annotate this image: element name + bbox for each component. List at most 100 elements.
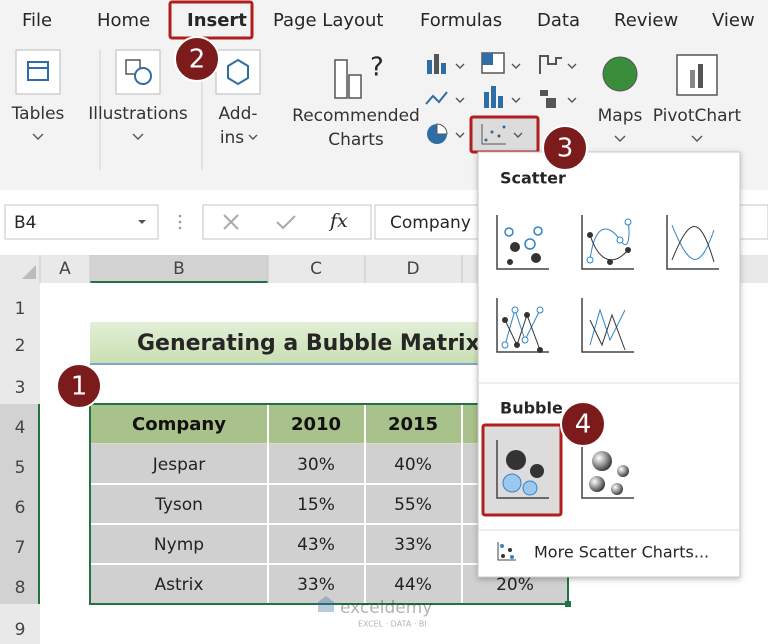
cell[interactable]: 33% — [297, 575, 335, 595]
maps-button[interactable]: Maps — [598, 56, 643, 142]
chart-type-buttons-part — [539, 55, 562, 74]
addins-button[interactable]: Add- ins — [215, 49, 261, 148]
chart-type-buttons-part — [427, 60, 432, 74]
cell[interactable]: 43% — [297, 535, 335, 555]
bubble-3d-option-part — [617, 465, 629, 477]
cell[interactable]: 40% — [394, 455, 432, 475]
cell[interactable]: 55% — [394, 495, 432, 515]
tab[interactable]: View — [712, 10, 755, 31]
row-header[interactable]: 4 — [15, 418, 26, 438]
tab[interactable]: Page Layout — [273, 10, 384, 31]
row-header[interactable]: 1 — [15, 299, 26, 319]
step-badge: 3 — [542, 125, 588, 171]
scatter-option-part — [616, 236, 624, 244]
tab[interactable]: Review — [614, 10, 678, 31]
row-header[interactable]: 2 — [15, 336, 26, 356]
cell[interactable]: Astrix — [155, 575, 204, 595]
recommended-charts-button-part — [348, 74, 362, 99]
scatter-option-part — [504, 227, 514, 237]
chart-type-buttons-part — [511, 97, 521, 103]
tables-button[interactable]: Tables — [11, 49, 65, 140]
formula-text: Company — [390, 213, 471, 233]
scatter-option-part — [504, 313, 541, 351]
more-scatter-link[interactable]: More Scatter Charts... — [497, 542, 709, 562]
cell[interactable]: Tyson — [154, 495, 203, 515]
chart-type-buttons-part — [567, 63, 577, 69]
scatter-option[interactable] — [504, 226, 543, 265]
cell[interactable]: 15% — [297, 495, 335, 515]
step-badge: 2 — [174, 36, 220, 82]
step-badge-part — [174, 36, 220, 82]
bubble-option-part — [496, 440, 549, 499]
cell[interactable]: 30% — [297, 455, 335, 475]
formula-buttons: fx — [178, 204, 372, 240]
cell[interactable]: 20% — [496, 575, 534, 595]
column-header[interactable]: D — [406, 259, 419, 279]
scatter-option-part — [536, 306, 544, 314]
tabs: File Home Insert Page Layout Formulas Da… — [22, 0, 755, 40]
formula-buttons-part — [178, 226, 182, 230]
fx-label[interactable]: fx — [328, 210, 348, 232]
chart-dropdown: Scatter Bubble — [477, 151, 741, 578]
chart-type-buttons[interactable] — [425, 52, 577, 154]
row-header[interactable]: 6 — [15, 498, 26, 518]
ribbon-label: ins — [220, 128, 244, 148]
scatter-option-part — [502, 317, 508, 323]
scatter-option[interactable] — [589, 308, 626, 351]
row-header[interactable]: 9 — [15, 620, 26, 640]
tab[interactable]: File — [22, 10, 52, 31]
chart-type-buttons-part — [481, 124, 506, 145]
title-cell[interactable] — [90, 322, 510, 364]
bubble-option[interactable] — [481, 423, 563, 517]
name-box[interactable]: B4 — [4, 204, 159, 240]
bubble-3d-option[interactable] — [581, 440, 634, 499]
scatter-option[interactable] — [671, 224, 715, 263]
ribbon-label: Recommended — [292, 106, 420, 126]
recommended-charts-button[interactable]: ? Recommended Charts — [292, 53, 420, 151]
highlight-box — [168, 0, 254, 40]
scatter-option-part — [671, 226, 715, 263]
watermark: exceldemy EXCEL · DATA · BI — [318, 596, 432, 629]
scatter-option[interactable] — [586, 218, 632, 265]
column-header[interactable]: B — [173, 259, 185, 279]
scatter-option-part — [587, 232, 593, 238]
table-header: 2015 — [388, 414, 438, 435]
row-header[interactable]: 3 — [15, 378, 26, 398]
scatter-option[interactable] — [501, 306, 544, 353]
chart-type-buttons-part — [490, 130, 494, 134]
scatter-option-part — [521, 336, 529, 344]
chart-type-buttons-part — [513, 132, 523, 138]
cell[interactable]: 44% — [394, 575, 432, 595]
row-header[interactable]: 7 — [15, 538, 26, 558]
cell[interactable]: Nymp — [154, 535, 204, 555]
cell[interactable]: Jespar — [152, 455, 206, 475]
addins-button-part — [215, 49, 261, 95]
chart-type-buttons-part — [511, 63, 521, 69]
more-scatter-link-part — [497, 542, 516, 561]
formula-buttons-part — [178, 220, 182, 224]
formula-buttons-part — [276, 215, 296, 230]
table-header: 2010 — [291, 414, 341, 435]
row-header[interactable]: 8 — [15, 578, 26, 598]
chart-type-buttons-part — [455, 97, 465, 103]
column-header[interactable]: A — [59, 259, 71, 279]
scatter-option-part — [589, 308, 626, 346]
cell[interactable]: 33% — [394, 535, 432, 555]
row-header[interactable]: 5 — [15, 458, 26, 478]
chart-dropdown-part-part — [496, 215, 549, 270]
bubble-option-part — [506, 450, 526, 470]
tab[interactable]: Insert — [187, 10, 247, 31]
scatter-option-part — [501, 341, 509, 349]
tab[interactable]: Home — [97, 10, 150, 31]
section-title: Scatter — [500, 169, 566, 188]
scatter-option-part — [589, 313, 626, 351]
addins-button-part — [227, 58, 249, 86]
pivotchart-button[interactable]: PivotChart — [653, 54, 742, 142]
tab[interactable]: Data — [537, 10, 580, 31]
illustrations-button[interactable]: Illustrations — [88, 49, 188, 140]
scatter-button[interactable] — [469, 115, 540, 154]
column-header[interactable]: C — [310, 259, 322, 279]
chart-type-buttons-part — [546, 98, 556, 108]
tab[interactable]: Formulas — [420, 10, 502, 31]
